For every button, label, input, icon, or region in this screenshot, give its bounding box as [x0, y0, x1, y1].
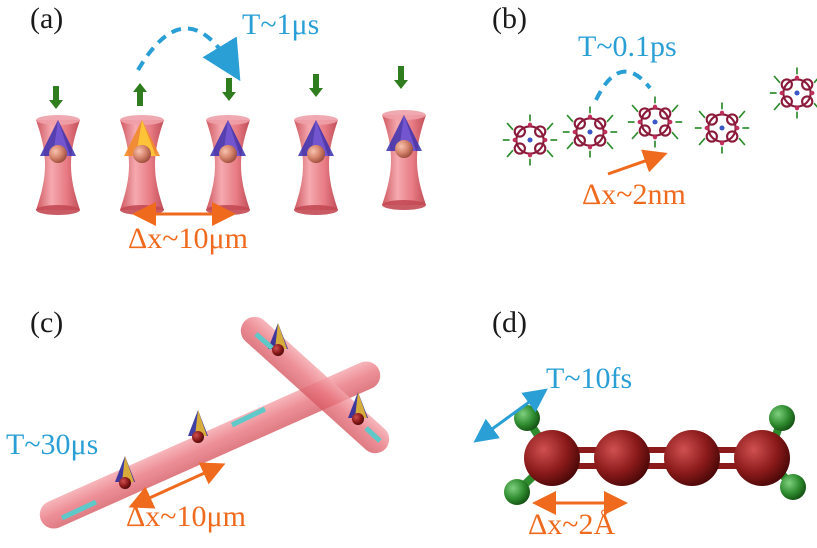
spin-down-arrow-icon — [222, 78, 236, 101]
distance-label-d: Δx~2Å — [528, 508, 616, 541]
time-label-a: T~1μs — [242, 8, 320, 41]
hydrogen-atom — [769, 405, 795, 431]
molecule — [626, 95, 684, 149]
carbon-atom — [734, 430, 790, 486]
hop-arrow — [136, 26, 241, 82]
panel-label-a: (a) — [30, 2, 64, 35]
distance-label-a: Δx~10μm — [128, 222, 248, 255]
distance-label-b: Δx~2nm — [582, 178, 686, 211]
time-label-b: T~0.1ps — [578, 30, 677, 63]
molecule — [693, 101, 751, 155]
panel-d-graphic — [473, 388, 806, 515]
hydrogen-atom — [780, 474, 806, 500]
distance-arrow — [607, 149, 668, 176]
spin-up-arrow-icon — [133, 83, 147, 106]
molecule — [768, 66, 817, 120]
panel-b-graphic — [501, 66, 817, 176]
time-label-d: T~10fs — [546, 362, 633, 395]
carbon-atom — [664, 430, 720, 486]
panel-a-graphic — [36, 26, 426, 226]
spin-down-arrow-icon — [394, 66, 408, 89]
direction-arrow-icon — [60, 332, 382, 521]
spin-down-arrow-icon — [309, 74, 323, 97]
panel-label-d: (d) — [492, 306, 527, 339]
hop-arrow — [594, 69, 652, 101]
molecule — [561, 105, 619, 159]
panel-c-graphic — [39, 316, 390, 529]
distance-arrow — [128, 462, 226, 509]
distance-label-c: Δx~10μm — [126, 500, 246, 533]
vibration-arrow — [473, 388, 548, 443]
spin-down-arrow-icon — [49, 86, 63, 109]
time-label-c: T~30μs — [6, 428, 99, 461]
panel-label-b: (b) — [492, 2, 527, 35]
molecule — [501, 113, 559, 167]
carbon-atom — [594, 430, 650, 486]
panel-label-c: (c) — [30, 306, 64, 339]
hydrogen-atom — [504, 479, 530, 505]
carbon-atom — [524, 430, 580, 486]
